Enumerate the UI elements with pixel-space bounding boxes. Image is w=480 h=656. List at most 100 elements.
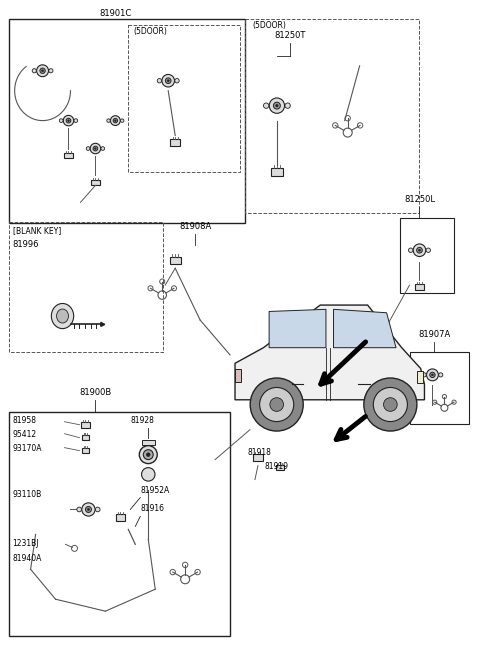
Circle shape xyxy=(427,369,438,380)
Circle shape xyxy=(107,119,110,122)
Circle shape xyxy=(250,378,303,431)
Circle shape xyxy=(77,507,82,512)
Circle shape xyxy=(432,374,433,376)
Circle shape xyxy=(96,507,100,512)
Text: 81996: 81996 xyxy=(12,240,39,249)
Circle shape xyxy=(66,118,71,123)
Circle shape xyxy=(419,249,420,251)
Circle shape xyxy=(439,373,443,377)
Circle shape xyxy=(417,247,422,253)
Circle shape xyxy=(408,248,413,253)
Circle shape xyxy=(426,248,431,253)
Text: 81901C: 81901C xyxy=(99,9,132,18)
Text: 81958: 81958 xyxy=(12,416,36,424)
Circle shape xyxy=(162,74,175,87)
Circle shape xyxy=(82,503,95,516)
Circle shape xyxy=(413,244,426,256)
Bar xyxy=(81,422,90,428)
Circle shape xyxy=(42,70,44,72)
Polygon shape xyxy=(269,310,326,348)
Text: 81928: 81928 xyxy=(130,416,154,424)
Circle shape xyxy=(274,102,280,109)
Circle shape xyxy=(63,115,74,126)
Circle shape xyxy=(144,450,153,460)
Circle shape xyxy=(175,79,179,83)
Bar xyxy=(253,454,263,461)
Bar xyxy=(170,256,180,264)
Polygon shape xyxy=(334,310,396,348)
Bar xyxy=(271,169,283,176)
Circle shape xyxy=(93,146,98,151)
Text: 93170A: 93170A xyxy=(12,443,42,453)
Text: 81250T: 81250T xyxy=(274,31,306,40)
Circle shape xyxy=(146,453,150,457)
Bar xyxy=(91,180,100,185)
Circle shape xyxy=(269,98,285,113)
Circle shape xyxy=(101,147,105,150)
Circle shape xyxy=(384,398,397,411)
Bar xyxy=(417,371,422,382)
Circle shape xyxy=(74,119,78,123)
Text: 95412: 95412 xyxy=(12,430,37,439)
Ellipse shape xyxy=(51,304,74,329)
Bar xyxy=(82,435,89,440)
Bar xyxy=(276,465,284,470)
Circle shape xyxy=(120,119,124,122)
Text: 93110B: 93110B xyxy=(12,489,42,499)
Bar xyxy=(399,218,455,293)
Text: 81907A: 81907A xyxy=(418,330,451,339)
Circle shape xyxy=(110,115,120,125)
Text: (5DOOR): (5DOOR) xyxy=(252,21,286,30)
Bar xyxy=(9,19,245,223)
Bar xyxy=(116,514,125,521)
Text: 81900B: 81900B xyxy=(79,388,111,397)
Polygon shape xyxy=(235,305,424,400)
Circle shape xyxy=(422,373,426,377)
Text: 1231BJ: 1231BJ xyxy=(12,539,39,548)
Bar xyxy=(409,352,469,424)
Text: 81919: 81919 xyxy=(265,462,289,470)
Circle shape xyxy=(36,65,48,77)
Bar xyxy=(64,153,72,158)
Circle shape xyxy=(40,68,45,73)
Circle shape xyxy=(157,79,162,83)
Text: [BLANK KEY]: [BLANK KEY] xyxy=(12,226,61,236)
Circle shape xyxy=(85,506,91,512)
Circle shape xyxy=(364,378,417,431)
Circle shape xyxy=(373,388,408,422)
Bar xyxy=(142,440,155,445)
Bar xyxy=(82,448,89,453)
Circle shape xyxy=(86,147,90,150)
Bar xyxy=(415,284,424,291)
Circle shape xyxy=(115,120,116,121)
Text: (5DOOR): (5DOOR) xyxy=(133,27,167,36)
Circle shape xyxy=(95,148,96,150)
Circle shape xyxy=(285,103,290,108)
Bar xyxy=(9,412,230,636)
Circle shape xyxy=(260,388,294,422)
Circle shape xyxy=(142,468,155,481)
Circle shape xyxy=(270,398,284,411)
Circle shape xyxy=(32,69,36,73)
Bar xyxy=(128,25,240,173)
Bar xyxy=(170,139,180,146)
Circle shape xyxy=(60,119,63,123)
Polygon shape xyxy=(101,322,105,327)
Text: 81250L: 81250L xyxy=(404,195,435,205)
Bar xyxy=(235,369,240,382)
Circle shape xyxy=(68,120,69,121)
Text: 81908A: 81908A xyxy=(179,222,211,232)
Circle shape xyxy=(264,103,269,108)
Text: 81952A: 81952A xyxy=(140,485,169,495)
Circle shape xyxy=(90,143,101,154)
Circle shape xyxy=(87,508,89,510)
Text: 81916: 81916 xyxy=(140,504,164,514)
Bar xyxy=(9,222,163,352)
Circle shape xyxy=(276,104,278,107)
Circle shape xyxy=(49,69,53,73)
Bar xyxy=(245,19,420,213)
Text: 81940A: 81940A xyxy=(12,554,42,564)
Circle shape xyxy=(113,118,118,123)
Circle shape xyxy=(167,80,169,81)
Circle shape xyxy=(430,372,435,378)
